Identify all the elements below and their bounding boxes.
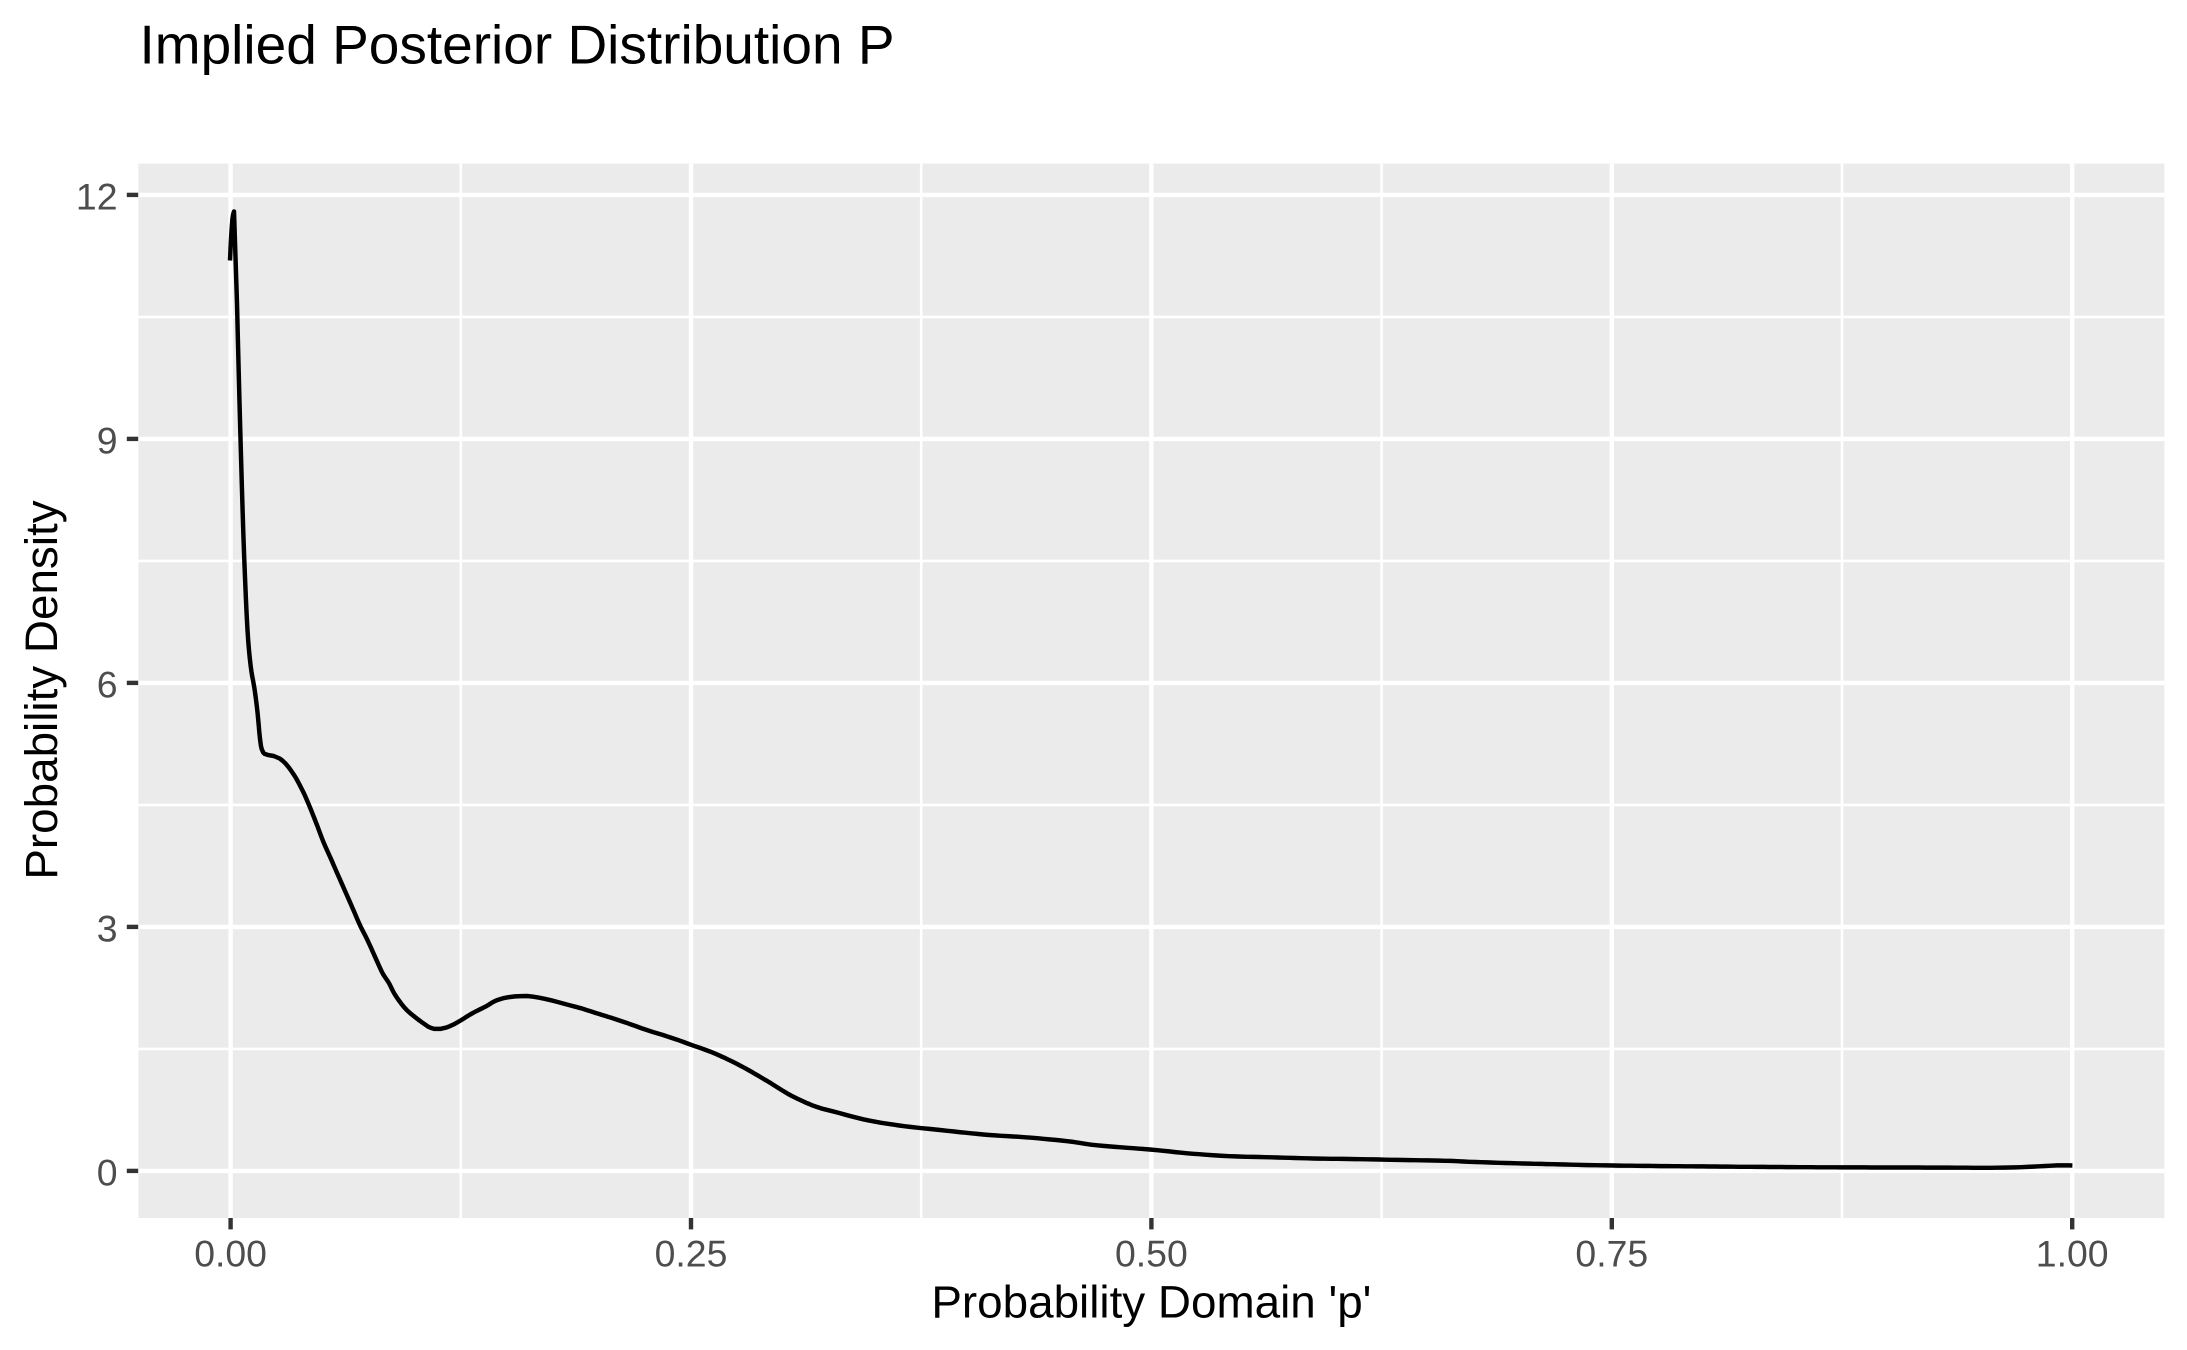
svg-text:Probability Domain 'p': Probability Domain 'p' [931, 1276, 1371, 1327]
svg-text:0.25: 0.25 [655, 1232, 728, 1274]
svg-text:Implied Posterior Distribution: Implied Posterior Distribution P [140, 13, 895, 75]
svg-text:3: 3 [97, 907, 118, 949]
svg-text:1.00: 1.00 [2036, 1232, 2109, 1274]
svg-text:9: 9 [97, 419, 118, 461]
svg-text:Probability Density: Probability Density [16, 500, 67, 879]
svg-text:0: 0 [97, 1151, 118, 1193]
svg-text:6: 6 [97, 663, 118, 705]
svg-text:0.00: 0.00 [194, 1232, 267, 1274]
svg-text:12: 12 [76, 175, 118, 217]
svg-text:0.50: 0.50 [1115, 1232, 1188, 1274]
svg-text:0.75: 0.75 [1575, 1232, 1648, 1274]
